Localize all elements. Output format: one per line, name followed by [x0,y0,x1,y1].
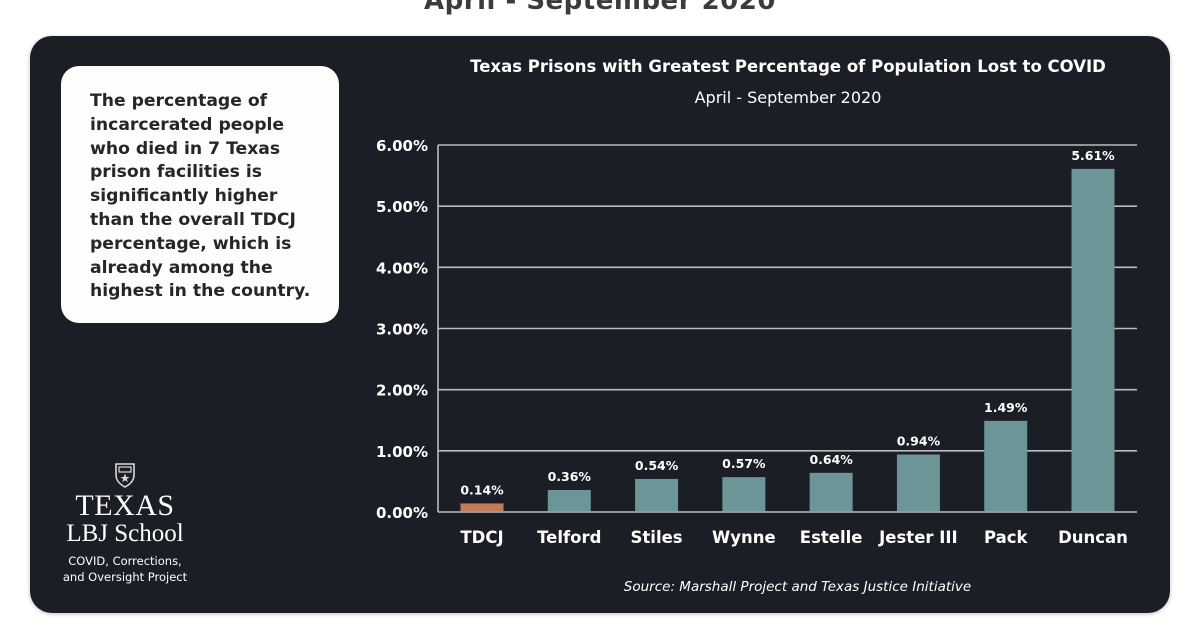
logo-texas: TEXAS [75,489,175,522]
page-top-title: April - September 2020 [424,0,776,16]
summary-note-text: The percentage of incarcerated people wh… [90,91,311,302]
logo-project-line2: and Oversight Project [62,570,188,584]
y-tick-label: 4.00% [376,259,428,277]
summary-note: The percentage of incarcerated people wh… [61,66,339,323]
x-tick-label: Telford [537,528,601,547]
x-tick-label: Wynne [712,528,776,547]
chart-source: Source: Marshall Project and Texas Justi… [623,579,972,595]
bar-estelle [809,472,853,512]
bar-tdcj [460,503,504,512]
bar-duncan [1071,168,1115,512]
y-axis-ticks: 0.00% 1.00% 2.00% 3.00% 4.00% 5.00% 6.00% [376,137,428,522]
chart-subtitle: April - September 2020 [694,88,882,107]
data-label: 0.94% [897,434,941,449]
x-tick-label: Duncan [1058,528,1128,547]
y-tick-label: 2.00% [376,382,428,400]
logo-project-name: COVID, Corrections, and Oversight Projec… [50,553,200,585]
gridlines [437,144,1137,513]
university-shield-icon [115,463,135,488]
bars [460,168,1115,512]
bar-telford [547,489,591,512]
data-label: 0.54% [635,458,679,473]
data-label: 0.57% [722,456,766,471]
data-labels: 0.14% 0.36% 0.54% 0.57% 0.64% 0.94% 1.49% 5.61% [460,148,1115,498]
data-label: 0.14% [460,482,504,497]
logo-project-line1: COVID, Corrections, [68,554,182,568]
x-tick-label: Pack [984,528,1029,547]
x-tick-label: Estelle [800,528,863,547]
lbj-school-logo: TEXAS LBJ School COVID, Corrections, and… [50,462,200,585]
y-tick-label: 1.00% [376,443,428,461]
bar-wynne [722,477,766,512]
y-tick-label: 0.00% [376,504,428,522]
chart-title: Texas Prisons with Greatest Percentage o… [470,57,1106,76]
y-tick-label: 5.00% [376,198,428,216]
bar-stiles [635,478,679,512]
x-tick-label: Stiles [631,528,683,547]
bar-pack [984,420,1028,512]
bar-jester-iii [896,454,940,512]
x-tick-label: Jester III [878,528,958,547]
x-tick-label: TDCJ [460,528,503,547]
x-axis-ticks: TDCJ Telford Stiles Wynne Estelle Jester III P… [460,528,1128,547]
data-label: 1.49% [984,400,1028,415]
data-label: 0.36% [548,469,592,484]
y-tick-label: 3.00% [376,321,428,339]
logo-lbj-school: LBJ School [66,520,184,547]
y-tick-label: 6.00% [376,137,428,155]
data-label: 5.61% [1071,148,1115,163]
data-label: 0.64% [809,452,853,467]
